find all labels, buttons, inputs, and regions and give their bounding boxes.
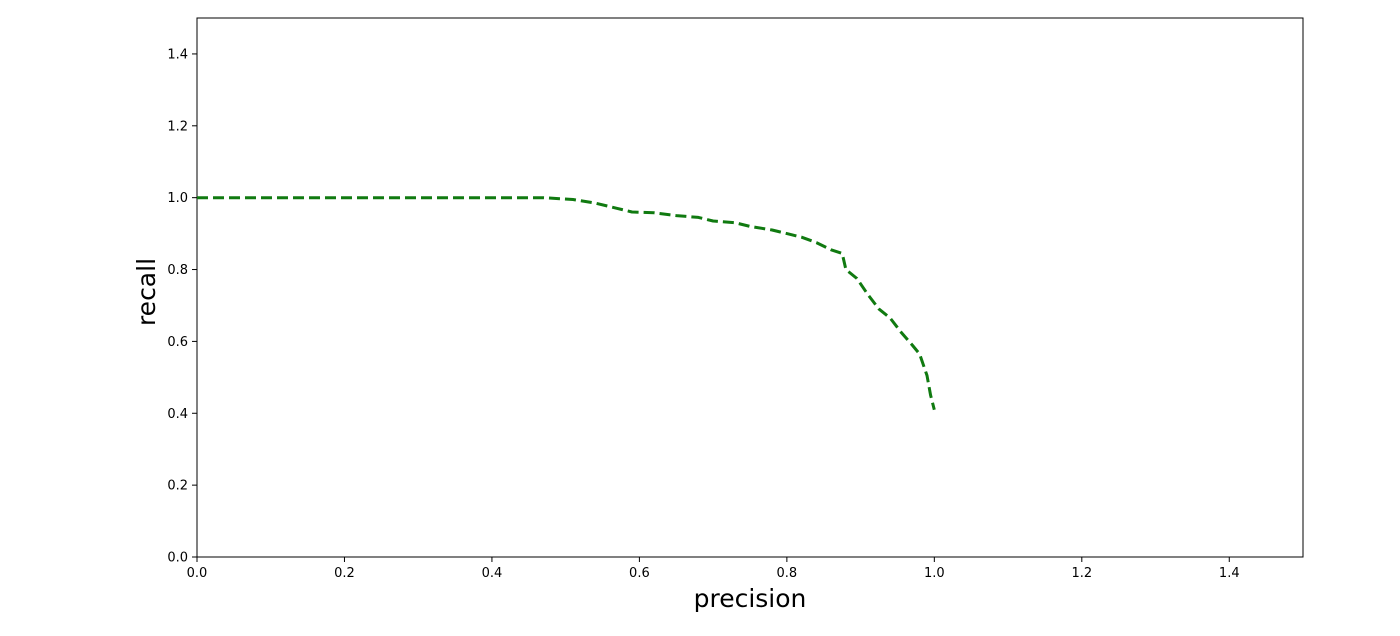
plot-frame [196,17,1304,558]
y-axis-ticks: 0.0 0.2 0.4 0.6 0.8 1.0 1.2 1.4 [167,47,197,566]
y-tick-label: 1.2 [167,119,188,134]
x-tick-label: 0.4 [482,566,503,581]
y-tick-label: 0.4 [167,407,188,422]
x-tick-label: 1.2 [1071,566,1092,581]
x-axis-ticks: 0.0 0.2 0.4 0.6 0.8 1.0 1.2 1.4 [187,557,1240,581]
x-axis-label: precision [694,584,807,613]
y-tick-label: 0.6 [167,335,188,350]
x-tick-label: 0.6 [629,566,650,581]
y-tick-label: 0.8 [167,263,188,278]
series-line [197,196,936,411]
x-tick-label: 0.2 [334,566,355,581]
series-layer [197,196,936,411]
y-axis-label: recall [132,258,161,326]
x-tick-label: 0.8 [777,566,798,581]
y-tick-label: 0.2 [167,479,188,494]
y-tick-label: 1.0 [167,191,188,206]
y-tick-label: 1.4 [167,47,188,62]
y-tick-label: 0.0 [167,551,188,566]
x-tick-label: 1.0 [924,566,945,581]
x-tick-label: 0.0 [187,566,208,581]
x-tick-label: 1.4 [1219,566,1240,581]
